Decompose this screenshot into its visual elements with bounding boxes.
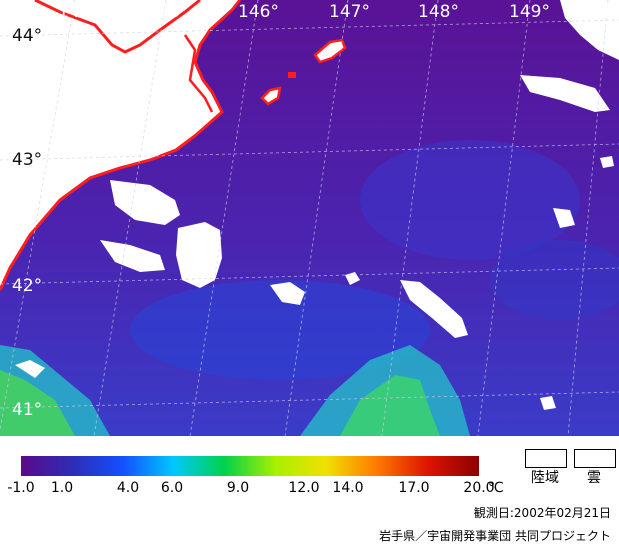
longitude-label: 15 — [601, 2, 619, 22]
longitude-label: 149° — [509, 2, 550, 22]
cloud — [520, 75, 610, 112]
longitude-label: 148° — [418, 2, 459, 22]
colorbar-gradient — [21, 456, 479, 476]
colorbar-unit: ℃ — [488, 480, 504, 496]
colorbar-tick-label: 12.0 — [288, 480, 320, 496]
colorbar-tick-label: -1.0 — [7, 480, 35, 496]
latitude-label: 43° — [12, 150, 43, 170]
cloud — [560, 0, 619, 60]
cloud-legend-swatch — [574, 449, 616, 468]
cloud — [100, 240, 165, 272]
hokkaido-land — [0, 0, 240, 290]
temperature-colorbar — [21, 456, 479, 476]
island — [260, 86, 282, 106]
sea-patch — [490, 240, 619, 320]
island — [288, 72, 296, 78]
island — [313, 38, 347, 64]
cloud — [400, 280, 468, 338]
cloud-legend-label: 雲 — [587, 470, 601, 486]
cloud — [122, 8, 135, 20]
sea-patch — [360, 140, 580, 260]
cloud — [540, 396, 556, 410]
sea-patch — [130, 280, 430, 380]
land-legend-label: 陸域 — [531, 470, 559, 486]
cloud — [600, 156, 614, 168]
colorbar-tick-label: 20.0 — [463, 480, 495, 496]
longitude-label: 145° — [148, 2, 189, 22]
longitude-label: 147° — [329, 2, 370, 22]
colorbar-tick-label: 1.0 — [50, 480, 74, 496]
cloud — [15, 360, 45, 378]
colorbar-tick-label: 4.0 — [116, 480, 140, 496]
colorbar-tick-label: 9.0 — [226, 480, 250, 496]
cloud — [553, 208, 575, 228]
colorbar-tick-label: 17.0 — [398, 480, 430, 496]
cloud — [110, 180, 180, 225]
latitude-label: 41° — [12, 400, 43, 420]
sst-map — [0, 0, 619, 436]
colorbar-tick-label: 14.0 — [332, 480, 364, 496]
credit-line: 岩手県／宇宙開発事業団 共同プロジェクト — [379, 529, 611, 543]
cloud — [176, 222, 222, 288]
observation-date: 観測日:2002年02月21日 — [473, 506, 611, 520]
longitude-label: 146° — [238, 2, 279, 22]
cloud — [270, 282, 305, 305]
coastline — [34, 0, 201, 54]
coastline — [183, 34, 214, 113]
longitude-label: 144° — [58, 2, 99, 22]
coastline — [0, 0, 242, 291]
warm-water — [0, 370, 75, 436]
latitude-label: 42° — [12, 276, 43, 296]
latitude-label: 44° — [12, 26, 43, 46]
graticule — [0, 0, 619, 436]
land-legend-swatch — [525, 449, 567, 468]
colorbar-tick-label: 6.0 — [160, 480, 184, 496]
warm-water — [340, 375, 440, 436]
